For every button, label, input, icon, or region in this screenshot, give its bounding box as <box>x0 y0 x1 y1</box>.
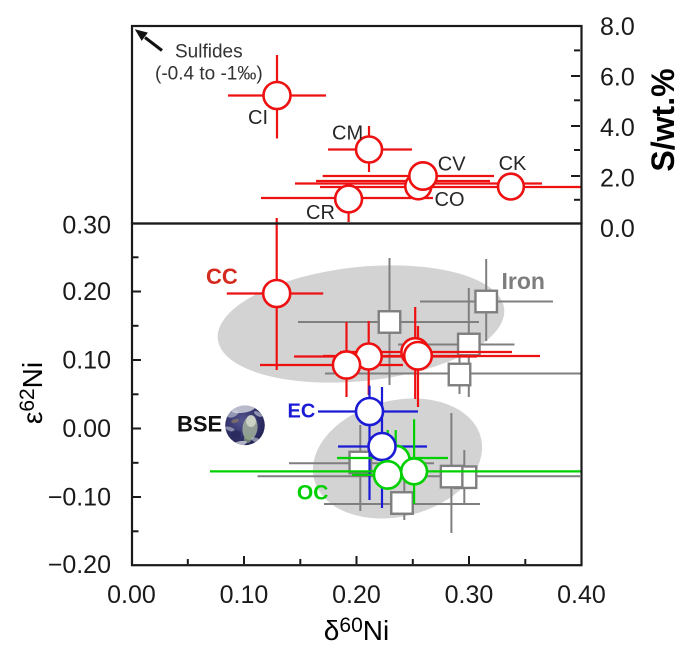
svg-text:0.10: 0.10 <box>220 581 269 609</box>
svg-text:BSE: BSE <box>177 412 222 437</box>
svg-text:2.0: 2.0 <box>600 165 635 193</box>
svg-text:0.40: 0.40 <box>557 581 606 609</box>
svg-text:−0.20: −0.20 <box>48 551 111 579</box>
svg-text:0.10: 0.10 <box>62 347 111 375</box>
svg-text:(-0.4 to -1‰): (-0.4 to -1‰) <box>155 64 263 85</box>
svg-text:CV: CV <box>438 154 466 176</box>
svg-text:0.00: 0.00 <box>62 415 111 443</box>
svg-text:EC: EC <box>288 401 316 423</box>
svg-text:CK: CK <box>499 153 527 175</box>
svg-text:−0.10: −0.10 <box>48 484 111 512</box>
svg-text:0.30: 0.30 <box>445 581 494 609</box>
svg-text:CO: CO <box>435 189 465 211</box>
svg-text:CR: CR <box>306 202 335 224</box>
svg-text:6.0: 6.0 <box>600 64 635 92</box>
svg-text:Sulfides: Sulfides <box>175 42 243 63</box>
svg-text:OC: OC <box>297 482 329 505</box>
svg-text:0.30: 0.30 <box>62 212 111 240</box>
svg-text:CI: CI <box>248 107 268 129</box>
svg-text:0.20: 0.20 <box>332 581 381 609</box>
svg-text:4.0: 4.0 <box>600 114 635 142</box>
svg-text:0.20: 0.20 <box>62 278 111 306</box>
svg-text:CM: CM <box>332 123 363 145</box>
svg-text:8.0: 8.0 <box>600 13 635 41</box>
svg-text:δ60Ni: δ60Ni <box>324 614 389 646</box>
svg-text:Iron: Iron <box>502 268 545 294</box>
svg-text:ε62Ni: ε62Ni <box>16 362 48 424</box>
svg-text:CC: CC <box>206 264 238 289</box>
svg-text:0.0: 0.0 <box>600 215 635 243</box>
svg-text:S/wt.%: S/wt.% <box>645 68 681 171</box>
svg-text:0.00: 0.00 <box>107 581 156 609</box>
